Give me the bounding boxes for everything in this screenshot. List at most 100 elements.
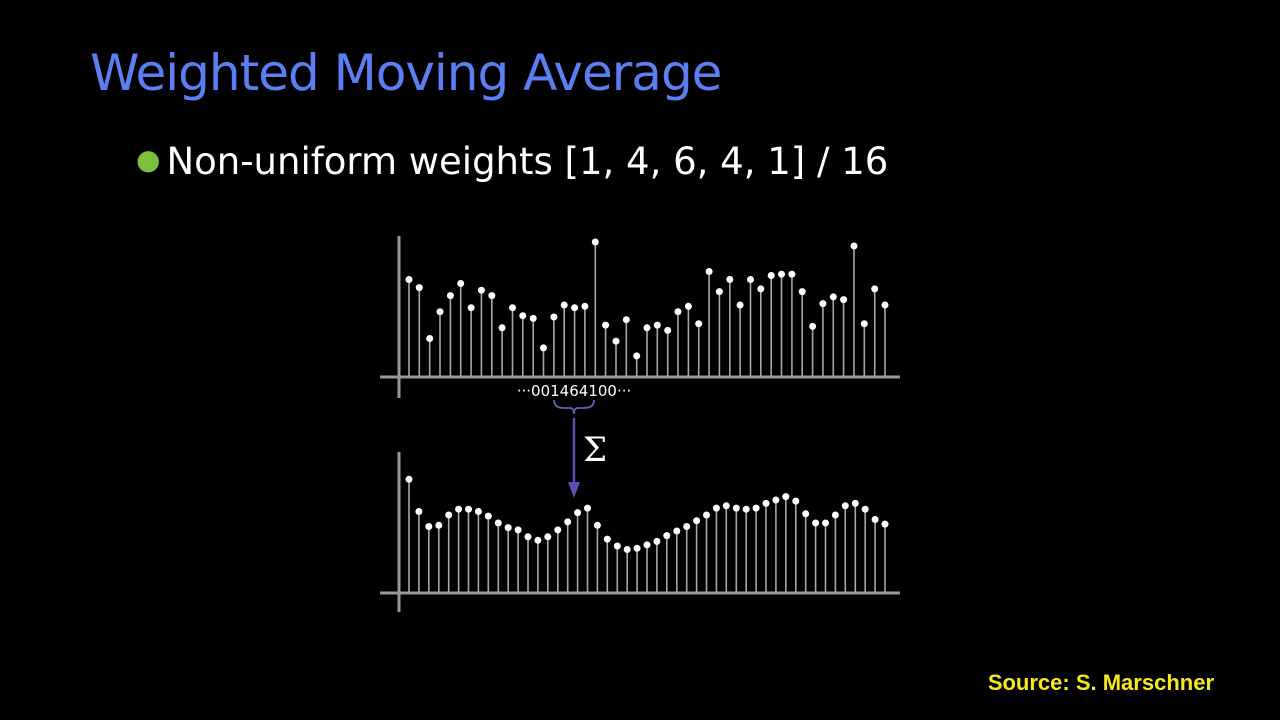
input-point <box>436 308 444 316</box>
output-point <box>841 502 849 510</box>
input-point <box>498 324 506 332</box>
bullet-dot-icon: ● <box>136 143 161 176</box>
output-point <box>494 519 502 527</box>
output-point <box>435 521 443 529</box>
input-point <box>509 304 516 312</box>
input-point <box>519 312 527 320</box>
input-point <box>477 286 485 294</box>
input-point <box>829 293 837 301</box>
kernel-label: ···001464100··· <box>517 382 632 400</box>
output-point <box>584 504 591 512</box>
output-point <box>633 544 641 552</box>
output-point <box>871 516 879 523</box>
input-point <box>757 285 765 293</box>
input-point <box>881 301 889 309</box>
input-point <box>684 302 692 310</box>
input-point <box>529 314 537 322</box>
input-point <box>664 326 672 334</box>
output-point <box>534 536 542 544</box>
input-point <box>540 344 547 352</box>
output-point <box>683 523 691 530</box>
bullet-text: Non-uniform weights [1, 4, 6, 4, 1] / 16 <box>166 140 889 183</box>
input-point <box>550 313 558 321</box>
input-point <box>446 292 454 300</box>
input-point <box>653 321 661 329</box>
input-point <box>591 238 599 246</box>
output-point <box>831 511 839 519</box>
input-point <box>488 292 496 300</box>
input-point <box>871 285 879 293</box>
input-point <box>850 242 858 250</box>
input-point <box>643 324 651 332</box>
output-point <box>574 509 582 517</box>
input-point <box>674 308 682 316</box>
output-point <box>524 533 532 541</box>
input-point <box>840 296 848 304</box>
output-point <box>593 521 601 529</box>
output-point <box>474 508 482 515</box>
output-point <box>514 526 522 534</box>
output-point <box>445 511 453 519</box>
input-point <box>767 272 775 279</box>
output-point <box>822 519 829 527</box>
output-point <box>772 496 780 504</box>
output-point <box>415 508 423 515</box>
input-point <box>788 270 796 278</box>
output-point <box>742 505 750 513</box>
input-point <box>798 288 806 296</box>
output-point <box>484 512 492 520</box>
output-point <box>762 499 770 507</box>
input-point <box>560 301 568 309</box>
input-point <box>571 304 579 312</box>
input-point <box>405 276 413 283</box>
output-point <box>425 523 433 530</box>
output-point <box>405 475 413 483</box>
input-point <box>622 316 630 324</box>
output-point <box>564 518 572 526</box>
input-point <box>633 352 641 360</box>
output-point <box>792 497 800 505</box>
input-point <box>736 301 744 309</box>
output-point <box>613 542 621 550</box>
output-point <box>653 537 661 545</box>
input-point <box>860 320 868 328</box>
output-point <box>812 519 820 527</box>
input-point <box>602 321 610 329</box>
input-point <box>695 320 703 328</box>
output-point <box>782 493 790 501</box>
output-point <box>703 511 710 519</box>
output-point <box>663 532 671 540</box>
input-point <box>715 288 723 296</box>
input-point <box>612 337 620 345</box>
output-point <box>693 517 701 525</box>
output-point <box>851 499 859 507</box>
source-credit: Source: S. Marschner <box>987 670 1214 695</box>
output-point <box>544 533 552 541</box>
output-signal-plot <box>380 452 900 612</box>
output-point <box>722 502 730 510</box>
input-stems <box>405 238 889 376</box>
input-point <box>581 302 589 310</box>
input-point <box>778 270 785 278</box>
input-point <box>747 276 754 283</box>
input-point <box>426 335 434 342</box>
output-point <box>623 546 631 553</box>
output-point <box>732 504 740 512</box>
output-point <box>643 541 651 549</box>
input-point <box>819 300 827 308</box>
input-point <box>457 280 465 287</box>
input-point <box>467 304 475 312</box>
output-point <box>673 527 681 535</box>
output-point <box>712 504 720 512</box>
kernel-brace <box>553 399 595 415</box>
sum-arrow-head <box>568 482 580 498</box>
output-point <box>861 505 869 513</box>
output-point <box>455 505 463 513</box>
bullet-point: ● Non-uniform weights [1, 4, 6, 4, 1] / 1… <box>136 140 888 183</box>
input-point <box>415 284 423 292</box>
output-point <box>802 510 810 518</box>
input-point <box>705 268 713 275</box>
output-point <box>603 535 611 543</box>
output-point <box>554 526 562 534</box>
